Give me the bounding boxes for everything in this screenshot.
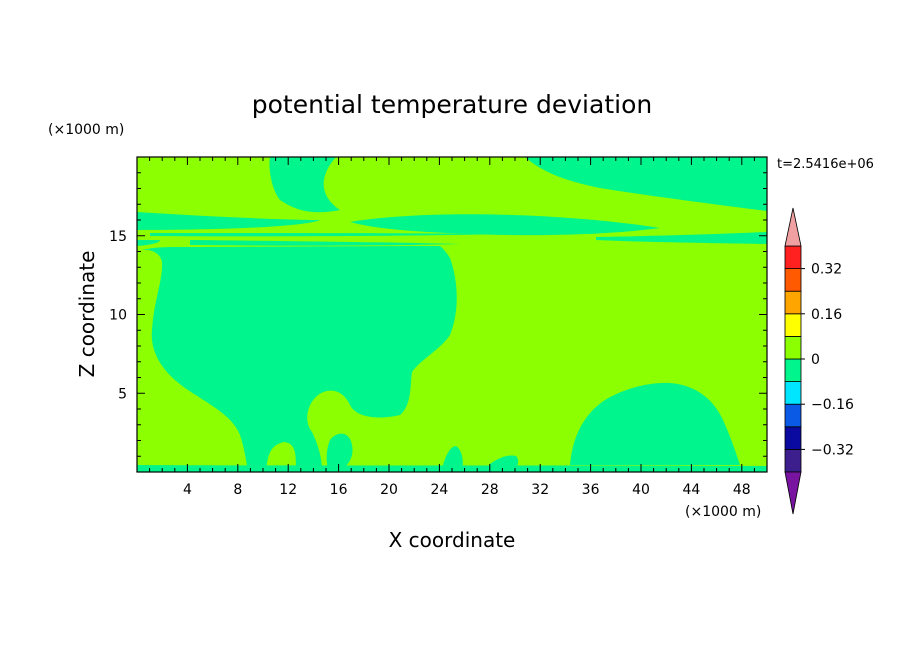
negative-region-top-left [269,157,340,213]
x-tick-label: 8 [233,482,242,498]
negative-layer-16km [350,214,660,236]
x-tick-label: 16 [330,482,348,498]
colorbar-segment [784,335,802,360]
colorbar-over-arrow [784,207,802,247]
colorbar-segment [784,448,802,473]
y-unit-label: (×1000 m) [48,122,124,138]
colorbar-tick-label: −0.16 [811,397,854,413]
x-tick-label: 20 [380,482,398,498]
negative-region-large-left [326,433,353,470]
x-tick-label: 4 [183,482,192,498]
colorbar-segment [784,268,802,292]
colorbar-tick-label: 0 [811,352,820,368]
colorbar-segment [784,313,802,337]
chart-title: potential temperature deviation [252,90,652,119]
x-tick-label: 40 [632,482,650,498]
negative-region-large-left [442,446,463,470]
negative-layer-16km [150,233,510,237]
x-tick-label: 12 [279,482,297,498]
x-tick-label: 36 [582,482,600,498]
x-tick-label: 44 [682,482,700,498]
x-tick-label: 32 [531,482,549,498]
colorbar-segment [784,358,802,383]
y-tick-label: 15 [109,229,127,245]
x-ticks: 4 8 12 16 20 24 28 32 36 40 44 48 [149,157,755,498]
negative-layer-16km [137,212,320,230]
colorbar-segment [784,403,802,428]
colorbar-tick-label: 0.32 [811,262,842,278]
colorbar-segment [784,381,802,405]
negative-regions [137,157,767,472]
negative-layer-16km [596,232,767,244]
colorbar-segment [784,290,802,315]
negative-layer-16km [137,240,160,246]
y-ticks: 5 10 15 [109,172,767,457]
y-tick-label: 5 [118,386,127,402]
colorbar-segment [784,426,802,450]
negative-region-large-left [142,246,457,470]
colorbar-tick-label: 0.16 [811,307,842,323]
colorbar-labels: −0.32 −0.16 0 0.16 0.32 [801,262,854,458]
x-tick-label: 28 [481,482,499,498]
x-tick-label: 24 [430,482,448,498]
x-unit-label: (×1000 m) [685,504,761,520]
x-axis-label: X coordinate [389,528,516,552]
negative-region-top-right [525,157,767,211]
y-tick-label: 10 [109,308,127,324]
colorbar-segment [784,245,802,270]
colorbar [784,207,802,515]
colorbar-under-arrow [784,471,802,515]
colorbar-tick-label: −0.32 [811,442,854,458]
x-tick-label: 48 [733,482,751,498]
negative-region-bubble-right [570,382,740,465]
negative-layer-16km [190,240,460,246]
time-label: t=2.5416e+06 [777,157,874,172]
y-axis-label: Z coordinate [75,251,99,378]
